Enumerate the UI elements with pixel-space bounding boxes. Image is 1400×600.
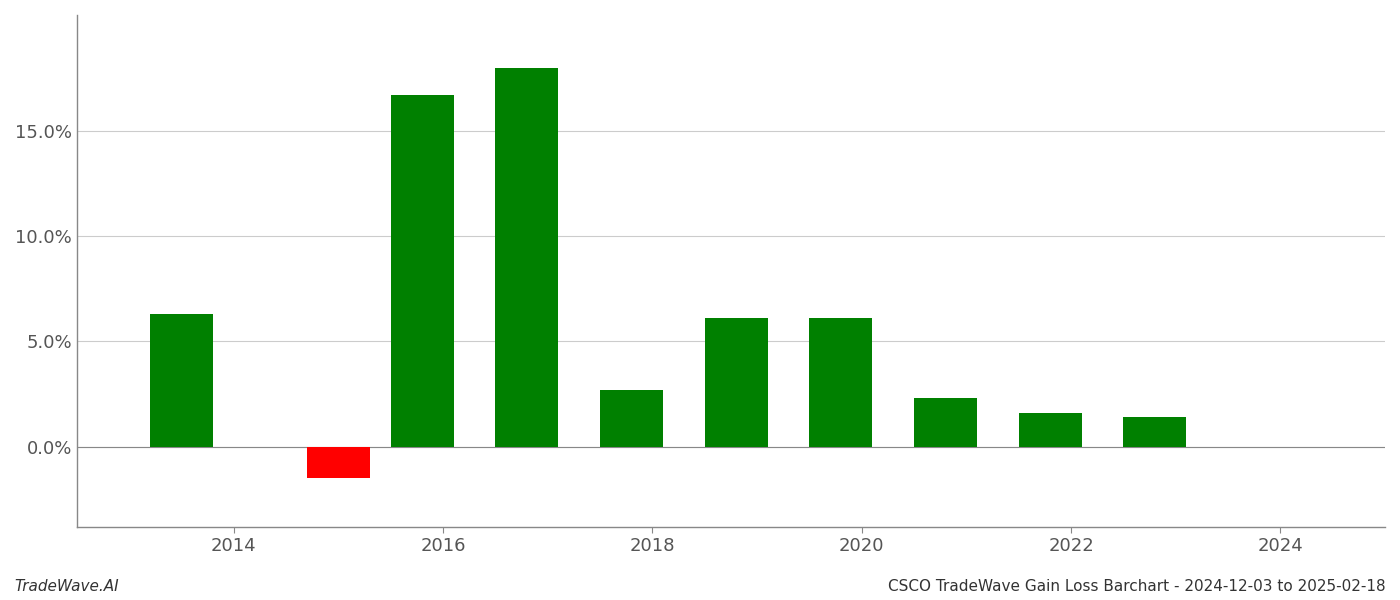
Bar bbox=[150, 314, 213, 446]
Bar bbox=[1123, 417, 1186, 446]
Bar bbox=[496, 68, 559, 446]
Bar bbox=[704, 318, 767, 446]
Text: TradeWave.AI: TradeWave.AI bbox=[14, 579, 119, 594]
Bar bbox=[809, 318, 872, 446]
Bar bbox=[391, 95, 454, 446]
Bar bbox=[1019, 413, 1082, 446]
Bar bbox=[601, 390, 664, 446]
Text: CSCO TradeWave Gain Loss Barchart - 2024-12-03 to 2025-02-18: CSCO TradeWave Gain Loss Barchart - 2024… bbox=[889, 579, 1386, 594]
Bar bbox=[914, 398, 977, 446]
Bar bbox=[307, 446, 370, 478]
